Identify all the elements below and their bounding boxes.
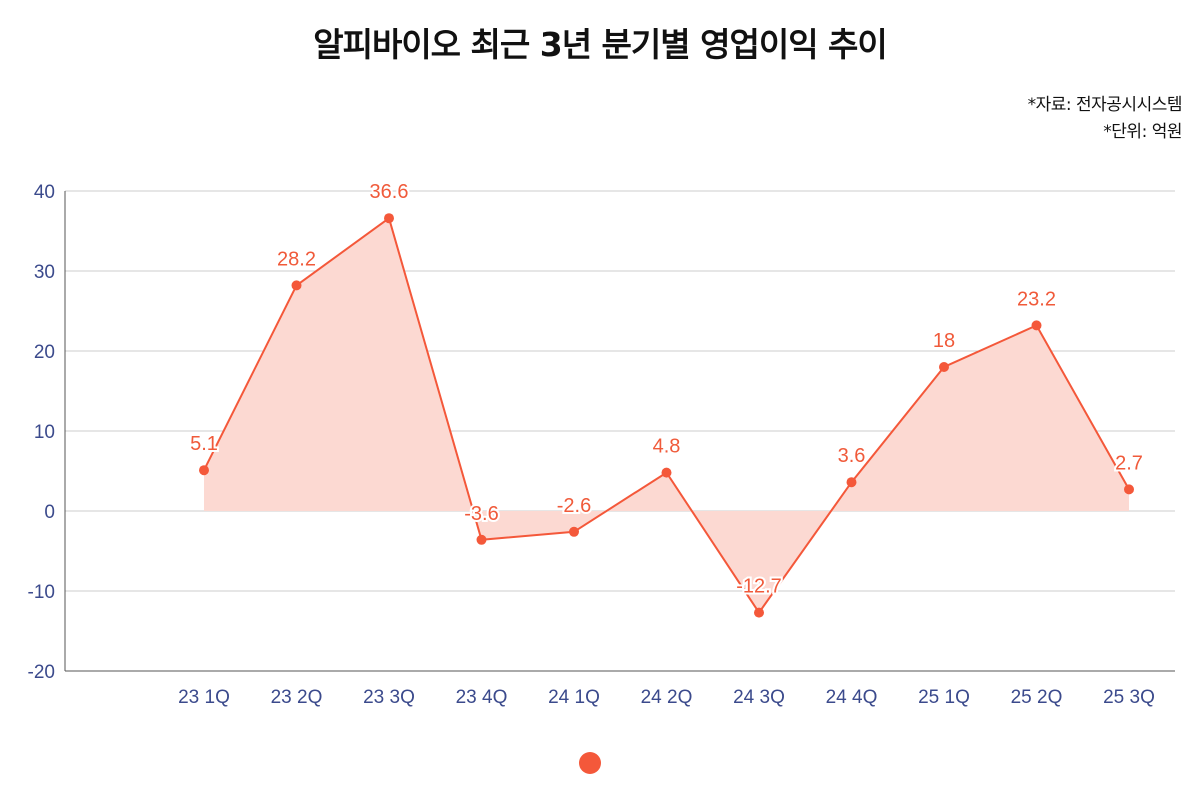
- data-point: [846, 477, 857, 488]
- data-point: [384, 213, 394, 224]
- x-tick-label: 25 1Q: [918, 687, 970, 708]
- y-tick-label: -10: [28, 582, 55, 603]
- data-point: [1031, 320, 1042, 331]
- x-tick-label: 24 2Q: [641, 687, 693, 708]
- source-note: *자료: 전자공시시스템: [1027, 95, 1183, 115]
- x-tick-label: 24 3Q: [733, 687, 785, 708]
- x-tick-label: 24 4Q: [826, 687, 878, 708]
- y-tick-label: 40: [34, 182, 55, 203]
- data-point: [939, 362, 949, 372]
- data-point: [569, 526, 579, 537]
- y-tick-label: 30: [34, 262, 55, 283]
- data-label: -3.6: [464, 503, 498, 525]
- chart-title: 알피바이오 최근 3년 분기별 영업이익 추이: [313, 25, 888, 64]
- data-label: 5.1: [190, 433, 218, 455]
- data-point: [199, 465, 209, 476]
- data-point: [291, 280, 302, 291]
- x-tick-label: 25 2Q: [1011, 687, 1063, 708]
- legend-marker: [579, 752, 601, 774]
- y-tick-label: -20: [28, 662, 55, 683]
- data-label: 4.8: [653, 436, 681, 458]
- data-point: [1124, 484, 1134, 495]
- data-label: -12.7: [736, 576, 782, 598]
- data-label: 18: [933, 330, 955, 352]
- x-tick-label: 25 3Q: [1103, 687, 1155, 708]
- x-tick-label: 23 3Q: [363, 687, 415, 708]
- data-label: 2.7: [1115, 452, 1143, 474]
- data-label: 3.6: [838, 445, 866, 467]
- y-tick-label: 20: [34, 342, 55, 363]
- data-label: -2.6: [557, 495, 591, 517]
- data-label: 28.2: [277, 248, 316, 270]
- data-point: [661, 467, 672, 478]
- data-point: [754, 607, 764, 618]
- x-tick-label: 23 1Q: [178, 687, 230, 708]
- y-tick-label: 0: [44, 502, 55, 523]
- data-label: 36.6: [370, 181, 409, 203]
- x-tick-label: 23 2Q: [271, 687, 323, 708]
- x-tick-label: 24 1Q: [548, 687, 600, 708]
- data-label: 23.2: [1017, 288, 1056, 310]
- y-tick-label: 10: [34, 422, 55, 443]
- data-point: [476, 534, 487, 545]
- unit-note: *단위: 억원: [1103, 122, 1182, 142]
- x-tick-label: 23 4Q: [456, 687, 508, 708]
- area-fill: [204, 218, 1129, 613]
